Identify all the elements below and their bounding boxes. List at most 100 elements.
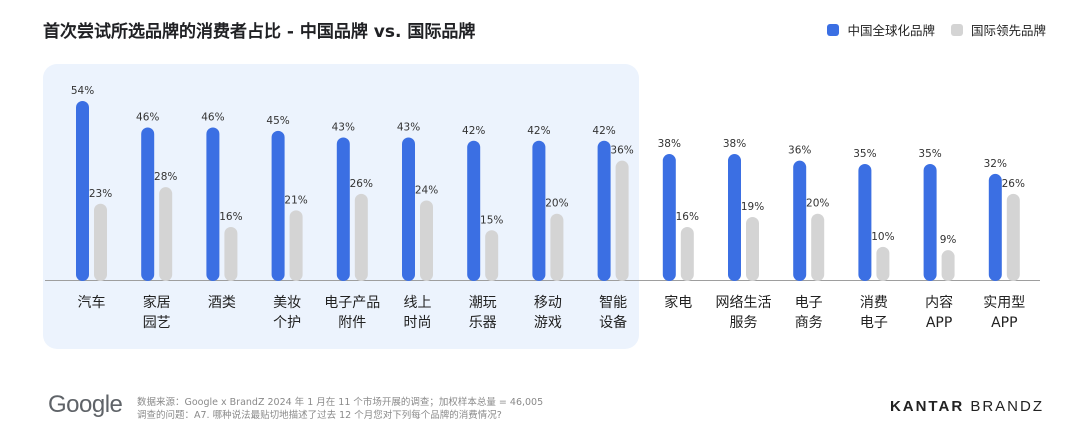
category-label-6-line2: 乐器 [469, 315, 497, 331]
bar-intl-6 [485, 230, 499, 281]
legend-item-china: 中国全球化品牌 [827, 20, 935, 39]
data-label-intl-14: 26% [1002, 178, 1025, 190]
source-note: 数据来源：Google x BrandZ 2024 年 1 月在 11 个市场开… [137, 397, 544, 408]
data-label-china-13: 35% [918, 148, 941, 160]
bar-china-4 [336, 137, 350, 281]
category-label-3: 美妆 [273, 295, 301, 311]
legend-label-china: 中国全球化品牌 [847, 23, 935, 38]
category-label-1: 家居 [143, 294, 171, 311]
category-label-3-line2: 个护 [273, 315, 301, 331]
category-label-8: 智能 [599, 295, 627, 311]
data-label-intl-13: 9% [940, 234, 957, 246]
bar-china-12 [858, 163, 872, 281]
bar-intl-5 [420, 200, 433, 281]
category-label-5-line2: 时尚 [404, 315, 432, 331]
bar-intl-11 [811, 213, 825, 281]
data-label-intl-5: 24% [415, 184, 438, 196]
data-label-china-6: 42% [462, 125, 485, 137]
data-label-china-10: 38% [723, 138, 746, 150]
data-label-intl-2: 16% [219, 211, 242, 223]
kantar-brandz-logo: KANTAR BRANDZ [890, 398, 1044, 415]
category-label-14: 实用型 [983, 295, 1025, 311]
bar-china-14 [988, 173, 1002, 281]
category-label-9: 家电 [664, 294, 692, 311]
category-label-13: 内容 [925, 294, 953, 311]
category-label-12: 消费 [860, 295, 888, 311]
brand-light: BRANDZ [970, 398, 1044, 415]
data-label-intl-6: 15% [480, 214, 503, 226]
category-label-6: 潮玩 [469, 295, 497, 311]
data-label-china-1: 46% [136, 112, 159, 124]
legend-swatch-intl [950, 23, 963, 36]
data-label-intl-10: 19% [741, 201, 764, 213]
bar-intl-8 [615, 160, 629, 281]
data-label-intl-11: 20% [806, 198, 829, 210]
bar-china-9 [662, 154, 676, 281]
category-label-12-line2: 电子 [860, 315, 888, 331]
data-label-china-0: 54% [71, 85, 94, 97]
category-label-10: 网络生活 [716, 295, 772, 311]
data-label-china-4: 43% [332, 121, 355, 133]
brand-bold: KANTAR [889, 398, 965, 415]
data-label-china-3: 45% [266, 115, 289, 127]
category-label-5: 线上 [404, 295, 432, 311]
legend-label-intl: 国际领先品牌 [970, 23, 1046, 38]
bar-china-6 [467, 140, 481, 281]
bar-intl-7 [550, 213, 564, 281]
legend-swatch-china [827, 23, 840, 36]
data-label-intl-0: 23% [89, 188, 112, 200]
category-label-7: 移动 [534, 295, 562, 311]
bar-china-8 [597, 140, 611, 281]
bar-intl-14 [1006, 193, 1020, 281]
bar-intl-10 [746, 217, 759, 281]
category-label-14-line2: APP [991, 315, 1017, 331]
legend-item-intl: 国际领先品牌 [950, 20, 1046, 39]
category-label-8-line2: 设备 [599, 314, 627, 331]
bar-intl-1 [159, 187, 173, 281]
legend: 中国全球化品牌 国际领先品牌 [811, 20, 1046, 39]
bar-china-13 [923, 163, 937, 281]
category-label-4-line2: 附件 [338, 315, 366, 331]
bar-intl-12 [876, 246, 890, 281]
data-label-china-11: 36% [788, 145, 811, 157]
category-label-11-line2: 商务 [795, 315, 823, 331]
data-label-china-8: 42% [592, 125, 615, 137]
data-label-intl-1: 28% [154, 171, 177, 183]
data-label-china-9: 38% [658, 138, 681, 150]
bar-intl-9 [680, 226, 694, 281]
bar-china-3 [271, 130, 285, 281]
data-label-intl-8: 36% [610, 145, 633, 157]
data-label-intl-12: 10% [871, 231, 894, 243]
bar-china-7 [532, 140, 546, 281]
data-label-china-14: 32% [984, 158, 1007, 170]
category-label-11: 电子 [795, 295, 823, 311]
bar-intl-13 [941, 250, 955, 281]
bar-intl-0 [94, 203, 107, 281]
data-label-intl-4: 26% [350, 178, 373, 190]
question-note: 调查的问题：A7. 哪种说法最贴切地描述了过去 12 个月您对下列每个品牌的消费… [137, 410, 502, 421]
data-label-intl-7: 20% [545, 198, 568, 210]
bar-china-10 [728, 154, 741, 281]
bar-china-11 [793, 160, 807, 281]
data-label-china-2: 46% [201, 112, 224, 124]
data-label-intl-3: 21% [284, 194, 307, 206]
chart-title: 首次尝试所选品牌的消费者占比 - 中国品牌 vs. 国际品牌 [43, 22, 476, 42]
bar-china-1 [141, 127, 155, 281]
bar-intl-2 [224, 226, 238, 281]
bar-intl-4 [354, 193, 368, 281]
data-label-china-5: 43% [397, 121, 420, 133]
category-label-2: 酒类 [208, 295, 236, 311]
bar-intl-3 [289, 210, 303, 281]
data-label-intl-9: 16% [676, 211, 699, 223]
category-label-13-line2: APP [926, 315, 952, 331]
bar-china-2 [206, 127, 220, 281]
data-label-china-12: 35% [853, 148, 876, 160]
category-label-0: 汽车 [78, 294, 106, 311]
bar-china-5 [402, 137, 415, 281]
footer-notes: 数据来源：Google x BrandZ 2024 年 1 月在 11 个市场开… [137, 396, 543, 422]
bar-china-0 [76, 101, 89, 281]
category-label-7-line2: 游戏 [534, 315, 562, 331]
category-label-10-line2: 服务 [730, 315, 758, 331]
category-label-4: 电子产品 [324, 295, 380, 311]
